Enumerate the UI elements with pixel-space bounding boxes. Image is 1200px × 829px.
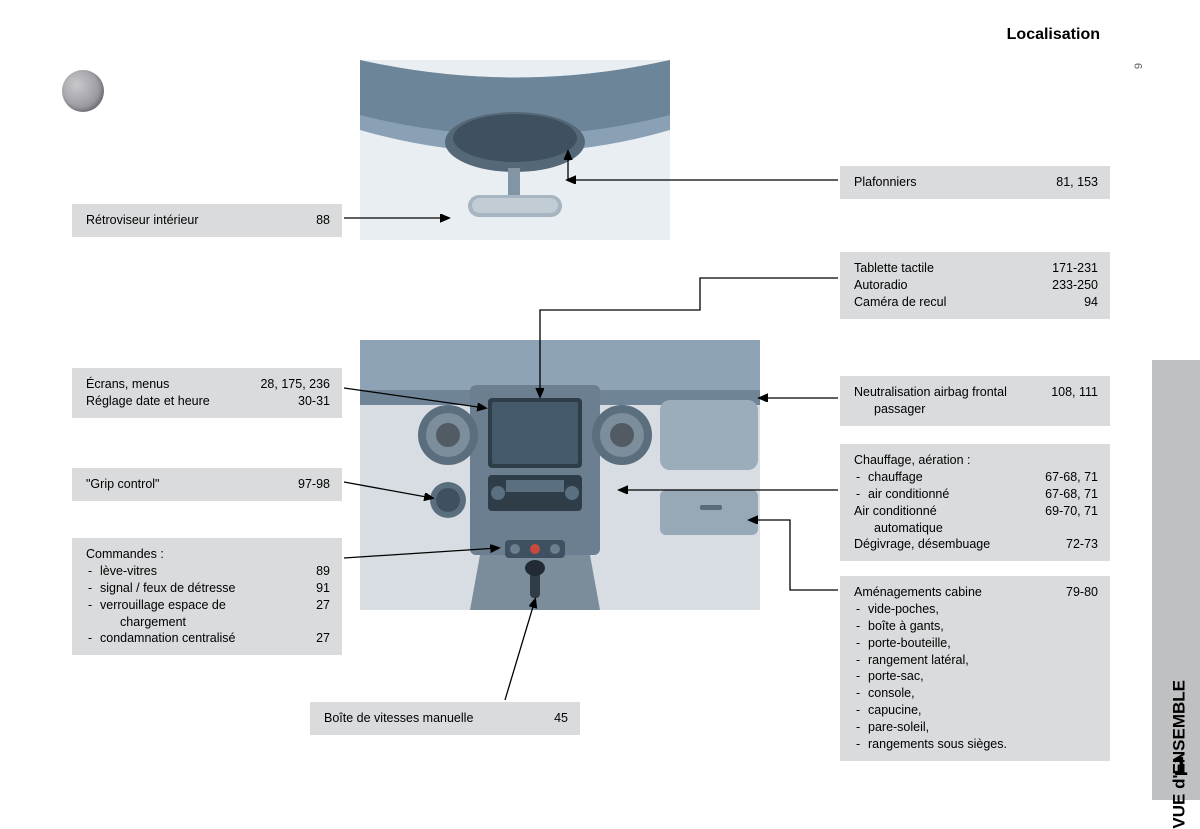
leader-lines (0, 0, 1200, 800)
manual-page: Localisation 9 VUE d'ENSEMBLE 1 (0, 0, 1200, 800)
